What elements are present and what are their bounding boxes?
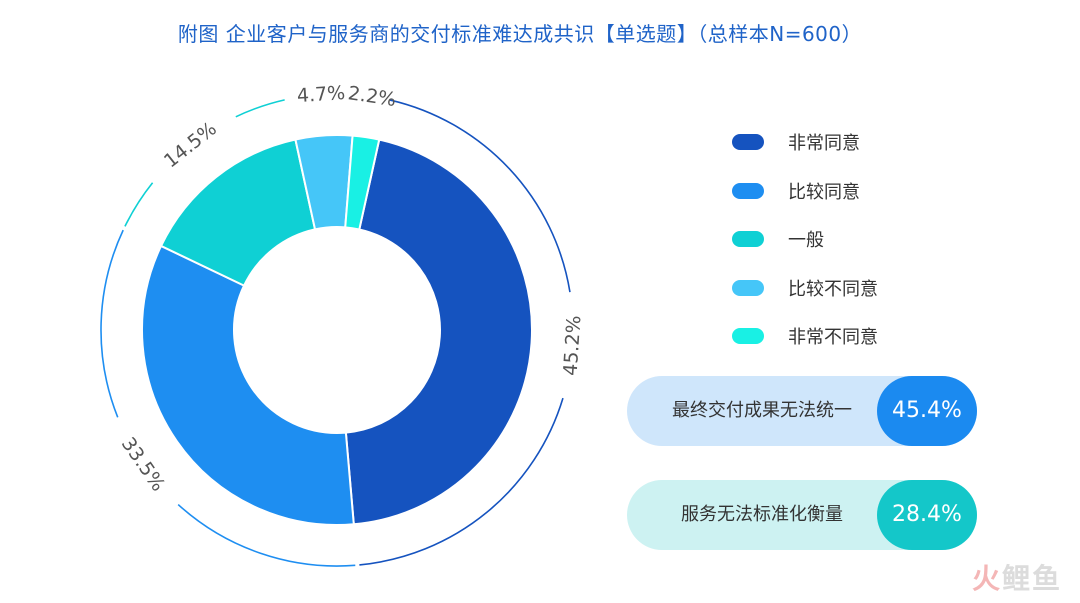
legend-swatch [732,231,764,248]
stat-label: 最终交付成果无法统一 [672,400,852,421]
outer-ring-arc-3-2 [235,99,285,118]
stat-pill-standardized-measure: 服务无法标准化衡量 28.4% [627,480,977,550]
stat-value-badge: 28.4% [877,480,977,550]
donut-slice-2[interactable] [141,244,355,526]
legend-item-disagree[interactable]: 比较不同意 [732,264,932,313]
stat-label: 服务无法标准化衡量 [681,504,843,525]
outer-ring-arc-3-1 [124,182,154,227]
donut-value-label-3: 14.5% [160,118,221,173]
outer-ring-arc-1-1 [389,99,571,293]
outer-ring-arc-2-1 [177,503,356,567]
watermark-fire: 火 [971,562,1002,595]
outer-ring-arc-1-2 [359,397,564,566]
watermark-logo: 火鲤鱼 [902,557,1062,597]
legend-item-agree[interactable]: 比较同意 [732,167,932,216]
legend-label: 比较同意 [788,181,860,203]
donut-value-label-5: 2.2% [347,82,398,111]
donut-slice-5[interactable] [344,134,381,231]
stat-pill-unified-deliverable: 最终交付成果无法统一 45.4% [627,376,977,446]
watermark-carp: 鲤鱼 [1001,562,1062,595]
legend-swatch [732,134,764,151]
legend-item-very-agree[interactable]: 非常同意 [732,118,932,167]
stat-value-badge: 45.4% [877,376,977,446]
donut-value-label-4: 4.7% [296,82,346,107]
donut-value-label-1: 45.2% [560,315,586,377]
outer-ring-arc-2-2 [100,229,124,418]
donut-slice-1[interactable] [344,138,533,526]
legend-swatch [732,328,764,345]
legend-label: 非常不同意 [788,327,878,349]
legend-item-neutral[interactable]: 一般 [732,215,932,264]
chart-title: 附图 企业客户与服务商的交付标准难达成共识【单选题】（总样本N=600） [177,22,863,46]
donut-chart: 45.2% 33.5% 14.5% 4.7% 2.2% [100,82,586,567]
donut-value-label-2: 33.5% [117,433,169,495]
legend-swatch [732,182,764,199]
legend-swatch [732,279,764,296]
legend-item-very-disagree[interactable]: 非常不同意 [732,312,932,361]
legend-label: 非常同意 [788,133,860,155]
legend-label: 一般 [788,230,824,252]
legend-label: 比较不同意 [788,278,878,300]
chart-legend: 非常同意 比较同意 一般 比较不同意 非常不同意 [732,118,932,361]
